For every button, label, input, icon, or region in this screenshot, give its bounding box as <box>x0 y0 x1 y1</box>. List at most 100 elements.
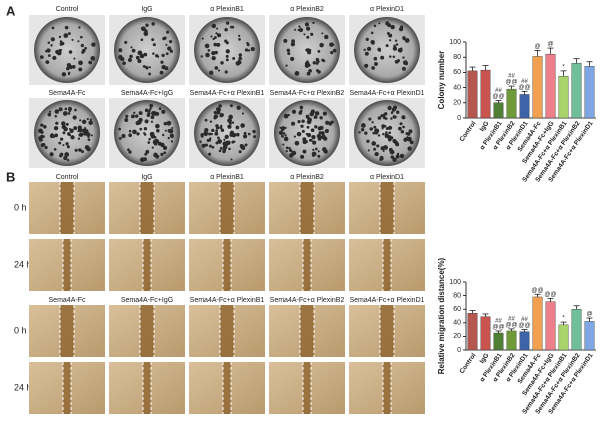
colony <box>312 61 316 65</box>
colony <box>225 49 230 54</box>
colony <box>306 48 310 52</box>
colony <box>408 136 412 141</box>
colony <box>320 131 325 136</box>
colony <box>369 127 373 131</box>
colony <box>403 137 408 142</box>
colony <box>38 137 43 142</box>
bar <box>532 56 543 119</box>
colony <box>168 128 174 134</box>
colony <box>388 147 393 152</box>
colony <box>238 150 242 154</box>
colony <box>398 47 403 53</box>
colony <box>132 129 137 135</box>
colony <box>199 140 202 143</box>
colony <box>127 58 132 62</box>
colony <box>143 52 146 56</box>
colony <box>78 132 84 137</box>
bar <box>571 309 582 351</box>
wound-gap <box>143 239 151 291</box>
bar <box>584 66 595 119</box>
colony <box>294 71 300 76</box>
colony <box>81 150 85 154</box>
colony <box>299 109 303 113</box>
colony <box>89 118 93 121</box>
colony <box>331 43 335 46</box>
colony <box>152 141 156 144</box>
colony <box>141 26 146 32</box>
colony <box>161 53 165 58</box>
colony <box>395 142 400 147</box>
colony <box>161 64 166 70</box>
wound-gap <box>383 362 391 414</box>
colony <box>215 107 220 111</box>
colony <box>50 44 53 47</box>
colony <box>312 21 315 25</box>
colony <box>236 105 241 110</box>
colony <box>50 37 55 42</box>
colony <box>310 109 315 114</box>
colony <box>157 141 162 146</box>
photo-label: Sema4A-Fc+α PlexinB2 <box>270 297 345 304</box>
colony <box>200 55 203 58</box>
photo-label: Sema4A-Fc+α PlexinD1 <box>349 90 424 97</box>
bar <box>493 332 504 351</box>
bar <box>506 330 517 351</box>
colony <box>206 138 210 142</box>
colony <box>283 38 288 43</box>
colony <box>385 131 388 134</box>
colony <box>322 59 325 62</box>
colony <box>81 48 86 53</box>
colony <box>220 61 224 65</box>
photo-label: Sema4A-Fc+α PlexinB1 <box>190 90 265 97</box>
colony <box>49 152 54 157</box>
colony <box>250 47 255 52</box>
significance-marker: @@ <box>531 288 543 294</box>
significance-marker: ## <box>521 317 528 323</box>
colony <box>212 37 215 41</box>
colony <box>65 122 69 126</box>
colony <box>161 109 166 114</box>
colony <box>325 120 330 125</box>
colony <box>396 152 400 156</box>
photo-label: α PlexinD1 <box>370 174 404 181</box>
colony <box>238 53 242 57</box>
colony <box>225 41 229 45</box>
colony <box>215 32 218 35</box>
colony <box>380 114 384 118</box>
colony <box>207 49 211 52</box>
colony <box>368 117 372 121</box>
colony <box>137 50 143 56</box>
colony <box>316 133 322 139</box>
colony <box>322 111 327 116</box>
colony <box>242 134 248 139</box>
colony <box>385 44 389 48</box>
colony <box>404 38 410 43</box>
colony <box>286 48 291 53</box>
wound-gap <box>380 305 394 357</box>
colony <box>380 156 384 161</box>
colony <box>246 41 249 45</box>
colony <box>222 141 228 146</box>
colony <box>317 150 320 153</box>
colony <box>306 132 312 138</box>
bar <box>558 324 569 351</box>
colony <box>300 124 304 128</box>
colony <box>291 109 297 114</box>
wound-gap <box>303 239 311 291</box>
colony <box>150 134 156 139</box>
colony <box>74 108 77 112</box>
colony <box>66 63 71 68</box>
bar <box>532 296 543 351</box>
colony <box>208 132 212 136</box>
colony <box>217 69 221 72</box>
colony <box>145 23 149 27</box>
colony <box>79 35 83 39</box>
colony <box>319 42 324 48</box>
colony <box>378 49 382 52</box>
colony <box>139 157 145 163</box>
colony <box>308 68 312 73</box>
colony <box>78 148 82 152</box>
colony <box>406 132 411 136</box>
bar <box>506 88 517 119</box>
colony <box>217 136 220 140</box>
